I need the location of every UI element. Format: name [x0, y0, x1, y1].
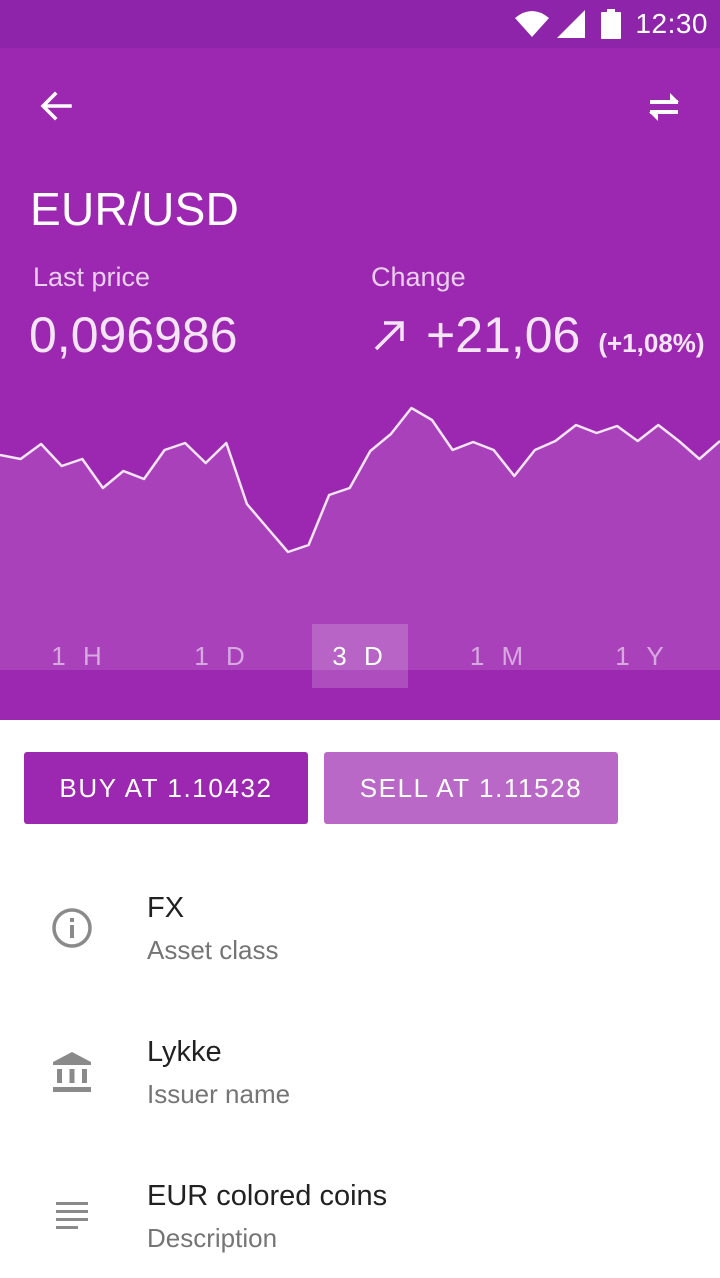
tab-3d[interactable]: 3 D: [312, 624, 408, 688]
change-label: Change: [371, 262, 466, 292]
tab-1y[interactable]: 1 Y: [615, 640, 669, 671]
price-chart: [0, 406, 720, 670]
sell-button[interactable]: SELL AT 1.11528: [324, 752, 618, 824]
description-label: Description: [147, 1223, 278, 1253]
asset-class-label: Asset class: [147, 935, 279, 965]
info-icon: [48, 904, 96, 952]
buy-button[interactable]: BUY AT 1.10432: [24, 752, 308, 824]
tab-1m[interactable]: 1 M: [469, 640, 529, 671]
list-item-asset-class: FX Asset class: [0, 862, 720, 1006]
trade-actions: BUY AT 1.10432 SELL AT 1.11528: [24, 752, 618, 824]
change-row: +21,06 (+1,08%): [372, 306, 705, 364]
signal-icon: [557, 10, 586, 38]
battery-icon: [601, 9, 622, 39]
status-time: 12:30: [635, 8, 708, 39]
chart-series-line: [0, 406, 720, 554]
subject-lines-icon: [48, 1192, 96, 1240]
change-value: +21,06: [426, 307, 581, 363]
list-item-issuer: Lykke Issuer name: [0, 1006, 720, 1150]
chart-area-fill: [0, 408, 720, 670]
swap-horiz-icon: [649, 93, 679, 121]
last-price-value: 0,096986: [29, 307, 238, 363]
last-price-label: Last price: [33, 262, 151, 292]
issuer-name-value: Lykke: [147, 1036, 222, 1068]
status-icons: 12:30: [515, 0, 708, 48]
asset-class-value: FX: [147, 892, 185, 924]
asset-header: EUR/USD Last price Change 0,096986 +21,0…: [0, 48, 720, 720]
description-value: EUR colored coins: [147, 1180, 388, 1212]
change-percent: (+1,08%): [598, 328, 705, 358]
time-range-tabs: 1 H 1 D 3 D 1 M 1 Y: [0, 624, 720, 688]
status-bar: 12:30: [0, 0, 720, 48]
list-item-description: EUR colored coins Description: [0, 1150, 720, 1278]
tab-1d[interactable]: 1 D: [194, 640, 250, 671]
trending-up-arrow-icon: [374, 321, 404, 351]
asset-pair-title: EUR/USD: [30, 183, 240, 235]
issuer-name-label: Issuer name: [147, 1079, 291, 1109]
wifi-icon: [515, 11, 550, 37]
tab-1h[interactable]: 1 H: [51, 640, 107, 671]
swap-button[interactable]: [636, 78, 692, 134]
back-button[interactable]: [28, 78, 84, 134]
asset-info-list: FX Asset class Lykke Issuer name EUR col…: [0, 862, 720, 1278]
bank-icon: [48, 1048, 96, 1096]
arrow-back-icon: [40, 91, 72, 121]
